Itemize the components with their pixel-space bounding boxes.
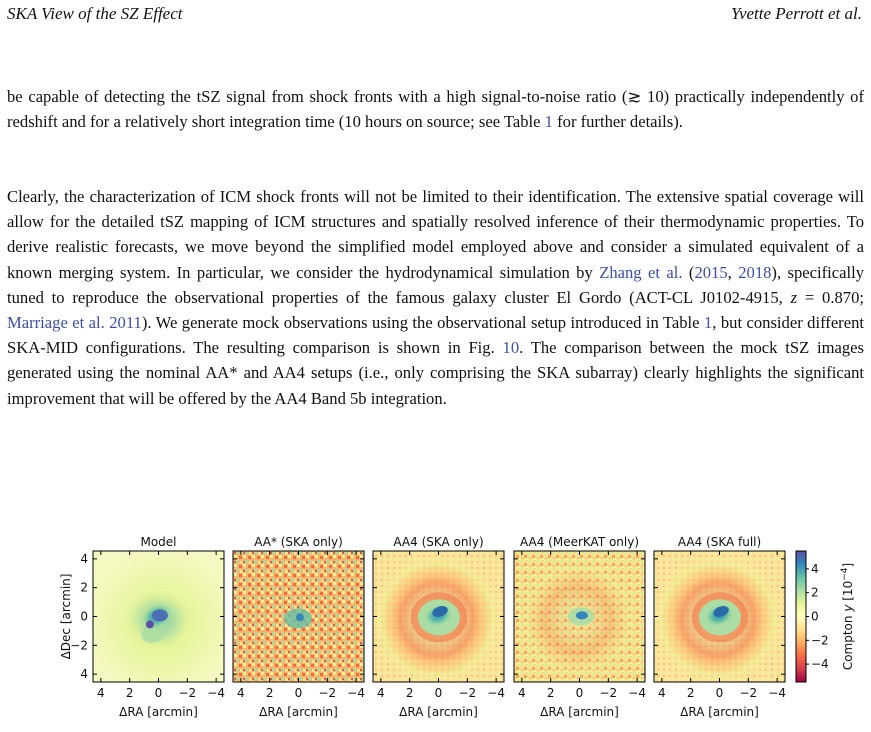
x-tick-label: 0 [716,686,724,700]
y-tick-label: −2 [70,638,88,652]
table-1-link[interactable]: 1 [544,112,553,132]
x-tick-label: −4 [628,686,646,700]
para2-text-7: . The comparison between the mock tSZ im… [7,338,864,408]
colorbar-gradient [795,550,807,683]
paragraph-2: Clearly, the characterization of ICM sho… [7,184,864,411]
running-header: SKA View of the SZ Effect Yvette Perrott… [7,4,862,28]
x-axis-label: ΔRA [arcmin] [540,705,619,719]
x-tick-label: 4 [658,686,666,700]
y-axis-label: ΔDec [arcmin] [59,574,73,660]
panel-image [233,551,364,682]
panel-image [654,551,785,682]
colorbar: 4 2 0 −2 −4 Compton y [10−4] [795,550,855,683]
colorbar-tick-label: 0 [811,610,819,624]
x-tick-label: −2 [178,686,196,700]
header-authors: Yvette Perrott et al. [731,4,862,23]
x-tick-label: −2 [599,686,617,700]
x-tick-label: −2 [318,686,336,700]
panel-aastar: AA* (SKA only) 4 2 0 −2 −4 ΔRA [arcmin] [232,535,365,719]
figure-10-link[interactable]: 10 [502,338,520,358]
x-tick-label: −4 [347,686,365,700]
x-tick-label: 2 [547,686,555,700]
x-tick-label: −4 [487,686,505,700]
x-axis-label: ΔRA [arcmin] [399,705,478,719]
colorbar-tick-label: 4 [811,562,819,576]
header-title: SKA View of the SZ Effect [7,4,183,23]
panel-title: Model [140,535,176,549]
para2-text-3: , [727,262,739,282]
x-axis-label: ΔRA [arcmin] [259,705,338,719]
table-1-link-2[interactable]: 1 [703,313,713,333]
citation-marriage[interactable]: Marriage et al. 2011 [7,313,142,333]
x-tick-label: −2 [739,686,757,700]
panel-title: AA4 (SKA full) [678,535,761,549]
colorbar-tick-label: −4 [811,657,829,671]
citation-zhang[interactable]: Zhang et al. [599,262,683,282]
para1-text-a: be capable of detecting the tSZ signal f… [7,87,864,132]
para2-text-5: ). We generate mock observations using t… [141,313,704,333]
colorbar-label: Compton y [10−4] [840,563,855,670]
paragraph-1: be capable of detecting the tSZ signal f… [7,84,864,134]
panel-title: AA4 (SKA only) [393,535,483,549]
x-tick-label: 2 [687,686,695,700]
para2-text-6: , but consider different SKA-MID configu… [7,313,864,358]
panel-image [93,551,224,682]
x-tick-label: 2 [406,686,414,700]
figure-10: Model 4 2 0 −2 −4 4 2 0 −2 4 ΔRA [arcmin] AA* (SKA o… [0,528,871,728]
x-axis-label: ΔRA [arcmin] [680,705,759,719]
x-tick-label: 0 [435,686,443,700]
para2-text-2: ( [682,262,695,282]
x-tick-label: 0 [295,686,303,700]
x-tick-label: 4 [377,686,385,700]
para2-text-4: ), specifically tuned to reproduce the o… [7,262,864,307]
colorbar-tick-label: 2 [811,586,819,600]
x-axis-label: ΔRA [arcmin] [119,705,198,719]
x-tick-label: 4 [97,686,105,700]
x-tick-label: −4 [768,686,786,700]
x-tick-label: 4 [518,686,526,700]
panel-aa4: AA4 (SKA only) 4 2 0 −2 −4 ΔRA [arcmin] [372,535,505,719]
colorbar-tick-label: −2 [811,633,829,647]
x-tick-label: −2 [458,686,476,700]
citation-2018[interactable]: 2018 [738,262,772,282]
x-tick-label: −4 [207,686,225,700]
para2-text-1: Clearly, the characterization of ICM sho… [7,187,864,282]
panel-title: AA4 (MeerKAT only) [520,535,639,549]
panel-title: AA* (SKA only) [254,535,343,549]
x-tick-label: 0 [576,686,584,700]
para2-redshift-value: = 0.870; [797,287,864,307]
x-tick-label: 0 [155,686,163,700]
panel-image [514,551,645,682]
panel-model: Model 4 2 0 −2 −4 4 2 0 −2 4 ΔRA [arcmin] [70,535,225,719]
panel-meerkat: AA4 (MeerKAT only) 4 2 0 −2 −4 ΔRA [arcmin] [513,535,646,719]
x-tick-label: 4 [237,686,245,700]
x-tick-label: 2 [266,686,274,700]
panel-full: AA4 (SKA full) 4 2 0 −2 −4 ΔRA [arcmin] [653,535,786,719]
y-tick-label: 2 [80,581,88,595]
y-tick-label: 4 [80,667,88,681]
citation-2015[interactable]: 2015 [694,262,728,282]
para1-text-b: for further details). [552,112,683,132]
redshift-variable: z [790,287,798,307]
panel-image [373,551,504,682]
y-tick-label: 4 [80,552,88,566]
y-tick-label: 0 [80,610,88,624]
x-tick-label: 2 [126,686,134,700]
